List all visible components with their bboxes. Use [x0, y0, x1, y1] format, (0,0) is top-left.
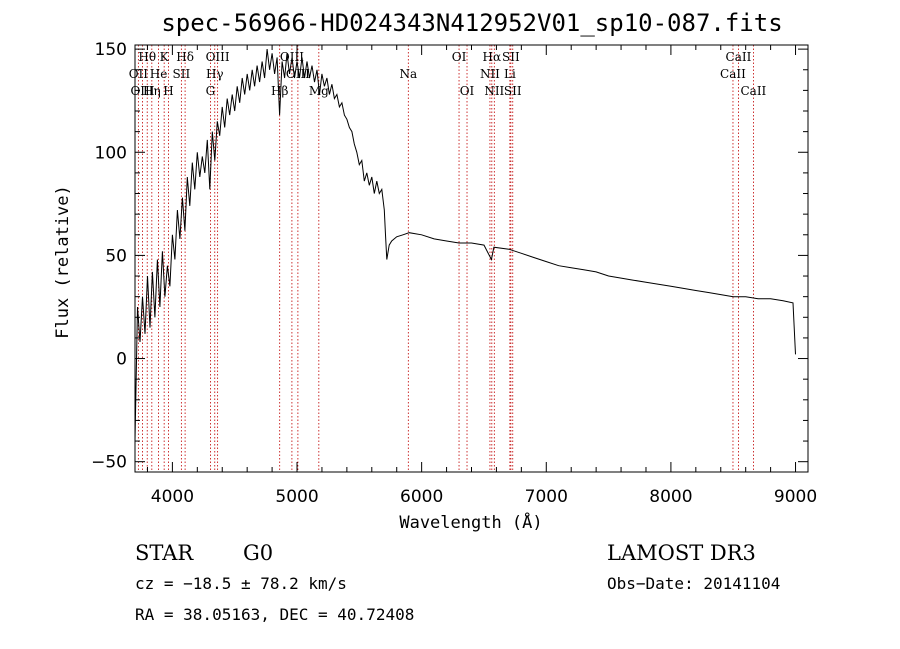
- line-label: SII: [173, 67, 191, 81]
- line-label: Li: [504, 67, 516, 81]
- object-class: STAR: [135, 541, 194, 565]
- y-tick-label: 150: [95, 40, 127, 60]
- line-label: OIII: [280, 50, 304, 64]
- plot-frame: [134, 44, 809, 473]
- x-tick-label: 9000: [774, 487, 817, 507]
- line-label: Hθ: [138, 50, 156, 64]
- line-label: OII: [129, 67, 149, 81]
- line-label: OI: [460, 84, 475, 98]
- y-axis-label: Flux (relative): [53, 185, 73, 339]
- y-tick-label: 50: [105, 246, 127, 266]
- line-label: OI: [452, 50, 467, 64]
- line-label: Hη: [143, 84, 161, 98]
- x-axis-ticks: 4000 5000 6000 7000 8000 9000: [146, 45, 817, 507]
- y-tick-label: −50: [91, 453, 127, 473]
- line-label: Hδ: [176, 50, 194, 64]
- line-label: Na: [399, 67, 417, 81]
- spectrum-line: [134, 49, 796, 442]
- obs-date-text: Obs−Date: 20141104: [607, 574, 780, 593]
- object-subclass: G0: [243, 541, 273, 565]
- line-label: Hγ: [206, 67, 224, 81]
- line-label: G: [206, 84, 216, 98]
- x-tick-label: 8000: [649, 487, 692, 507]
- x-axis-label: Wavelength (Å): [399, 511, 542, 533]
- survey-name: LAMOST DR3: [607, 541, 756, 565]
- line-label: CaII: [720, 67, 746, 81]
- line-label: CaII: [726, 50, 752, 64]
- y-tick-label: 0: [116, 350, 127, 370]
- x-tick-label: 6000: [400, 487, 443, 507]
- line-label: NII: [484, 84, 504, 98]
- y-axis-ticks: −50 0 50 100 150: [91, 40, 808, 473]
- spectral-line-markers: [137, 45, 754, 472]
- line-label: NII: [480, 67, 500, 81]
- x-tick-label: 5000: [275, 487, 318, 507]
- line-label: SII: [504, 84, 522, 98]
- line-label: He: [150, 67, 168, 81]
- line-label: OIII: [206, 50, 230, 64]
- line-label: H: [163, 84, 173, 98]
- line-label: Hβ: [271, 84, 288, 98]
- x-tick-label: 7000: [525, 487, 568, 507]
- line-label: Hα: [483, 50, 502, 64]
- y-tick-label: 100: [95, 143, 127, 163]
- chart-title: spec-56966-HD024343N412952V01_sp10-087.f…: [161, 9, 782, 37]
- radec-text: RA = 38.05163, DEC = 40.72408: [135, 605, 414, 624]
- line-label: CaII: [740, 84, 766, 98]
- line-label: OIII: [130, 84, 154, 98]
- x-tick-label: 4000: [151, 487, 194, 507]
- line-label: K: [160, 50, 170, 64]
- line-label: SII: [502, 50, 520, 64]
- redshift-text: cz = −18.5 ± 78.2 km/s: [135, 574, 347, 593]
